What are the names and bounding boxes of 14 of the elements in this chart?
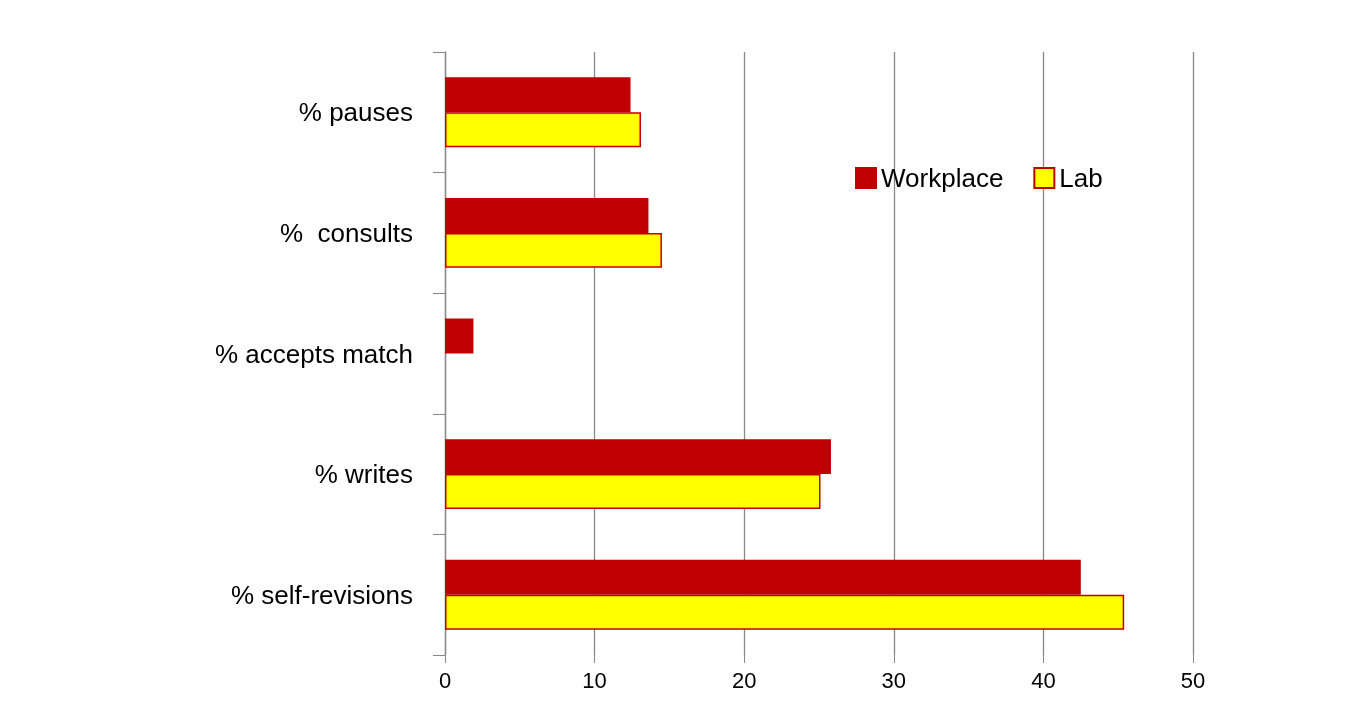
- x-tick-label: 50: [1180, 667, 1206, 693]
- legend-label: Workplace: [881, 163, 1004, 193]
- x-tick-label: 10: [582, 667, 607, 693]
- y-tick-label: % consults: [280, 217, 413, 248]
- y-tick-label: % accepts match: [215, 338, 413, 369]
- y-tick-label: % writes: [314, 459, 413, 490]
- legend-label: Lab: [1059, 163, 1103, 193]
- y-tick-label: % self-revisions: [230, 579, 413, 610]
- x-tick-label: 40: [1031, 667, 1056, 693]
- x-tick-label: 30: [881, 667, 907, 693]
- x-tick-label: 20: [731, 667, 757, 693]
- y-tick-label: % pauses: [298, 97, 413, 128]
- bar: [445, 318, 474, 354]
- x-tick-label: 0: [438, 667, 452, 693]
